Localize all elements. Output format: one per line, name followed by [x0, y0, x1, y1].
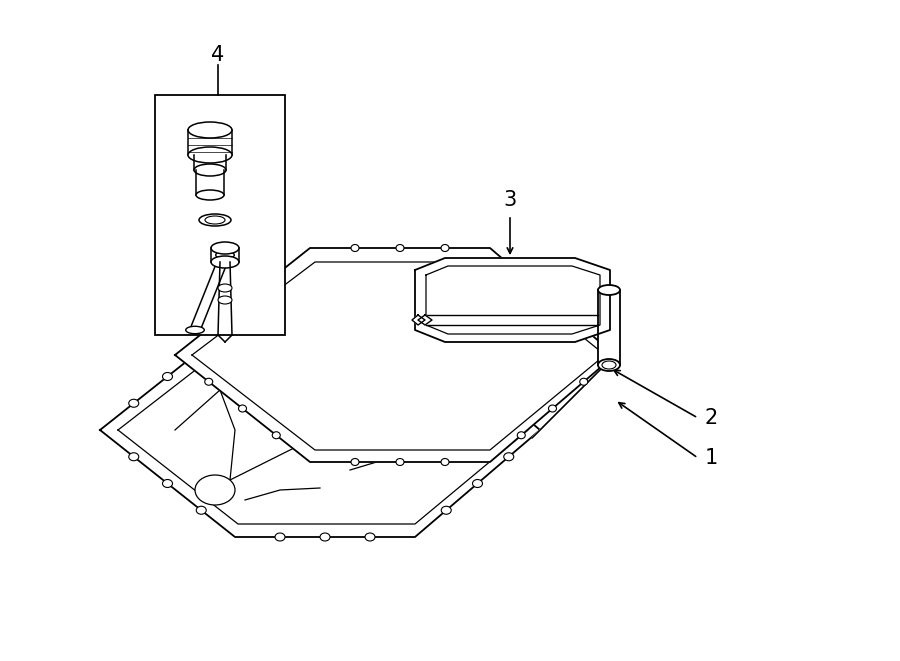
Polygon shape	[415, 258, 610, 342]
Ellipse shape	[196, 346, 206, 354]
Ellipse shape	[275, 319, 285, 327]
Ellipse shape	[199, 214, 231, 226]
Ellipse shape	[472, 373, 482, 381]
Ellipse shape	[580, 325, 588, 332]
Polygon shape	[412, 315, 425, 325]
Ellipse shape	[441, 245, 449, 251]
Ellipse shape	[504, 453, 514, 461]
Polygon shape	[532, 355, 615, 438]
Ellipse shape	[194, 164, 226, 176]
Ellipse shape	[598, 359, 620, 371]
Ellipse shape	[518, 432, 526, 439]
Text: 2: 2	[705, 408, 718, 428]
Ellipse shape	[518, 271, 526, 278]
Ellipse shape	[238, 405, 247, 412]
Polygon shape	[175, 248, 615, 462]
Ellipse shape	[275, 533, 285, 541]
Text: 4: 4	[212, 45, 225, 65]
Ellipse shape	[129, 399, 139, 407]
Polygon shape	[118, 337, 528, 524]
Ellipse shape	[163, 479, 173, 488]
Polygon shape	[598, 290, 620, 365]
Ellipse shape	[272, 271, 280, 278]
Ellipse shape	[218, 284, 232, 292]
Ellipse shape	[441, 459, 449, 465]
Ellipse shape	[205, 378, 212, 385]
Ellipse shape	[188, 122, 232, 138]
Ellipse shape	[504, 399, 514, 407]
Ellipse shape	[218, 296, 232, 304]
Ellipse shape	[211, 242, 239, 254]
Ellipse shape	[272, 432, 280, 439]
Ellipse shape	[238, 298, 247, 305]
Ellipse shape	[441, 506, 451, 514]
Ellipse shape	[205, 325, 212, 332]
Ellipse shape	[195, 475, 235, 505]
Ellipse shape	[396, 459, 404, 465]
Ellipse shape	[351, 459, 359, 465]
Ellipse shape	[472, 479, 482, 488]
Ellipse shape	[548, 405, 556, 412]
Ellipse shape	[211, 256, 239, 268]
Bar	[155, 95, 285, 335]
Ellipse shape	[365, 319, 375, 327]
Polygon shape	[418, 315, 432, 325]
Ellipse shape	[163, 373, 173, 381]
Polygon shape	[192, 262, 605, 450]
Polygon shape	[426, 266, 600, 334]
Ellipse shape	[580, 378, 588, 385]
Ellipse shape	[216, 251, 234, 258]
Polygon shape	[100, 323, 540, 537]
Ellipse shape	[548, 298, 556, 305]
Text: 1: 1	[705, 448, 718, 468]
Ellipse shape	[602, 361, 616, 369]
Ellipse shape	[205, 216, 225, 224]
Ellipse shape	[365, 533, 375, 541]
Ellipse shape	[196, 506, 206, 514]
Ellipse shape	[598, 285, 620, 295]
Ellipse shape	[320, 319, 330, 327]
Ellipse shape	[396, 245, 404, 251]
Ellipse shape	[185, 327, 204, 334]
Text: 3: 3	[503, 190, 517, 210]
Ellipse shape	[129, 453, 139, 461]
Ellipse shape	[351, 245, 359, 251]
Ellipse shape	[196, 190, 224, 200]
Ellipse shape	[441, 346, 451, 354]
Ellipse shape	[188, 147, 232, 163]
Ellipse shape	[320, 533, 330, 541]
